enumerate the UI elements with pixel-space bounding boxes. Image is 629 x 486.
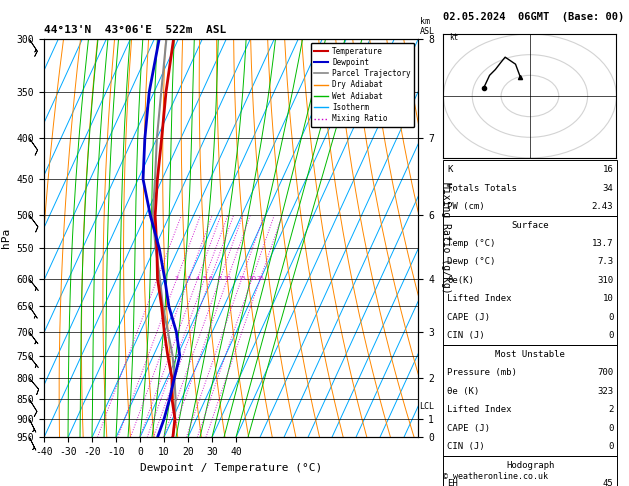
Y-axis label: Mixing Ratio (g/kg): Mixing Ratio (g/kg) [440,182,450,294]
Text: 0: 0 [608,331,613,340]
Text: Temp (°C): Temp (°C) [447,239,496,248]
Text: K: K [447,165,453,174]
Text: 02.05.2024  06GMT  (Base: 00): 02.05.2024 06GMT (Base: 00) [443,12,625,22]
Text: 13.7: 13.7 [592,239,613,248]
Text: 310: 310 [597,276,613,285]
Text: 700: 700 [597,368,613,377]
Text: 16: 16 [603,165,613,174]
Text: 44°13'N  43°06'E  522m  ASL: 44°13'N 43°06'E 522m ASL [44,25,226,35]
Text: 10: 10 [603,295,613,303]
Text: CAPE (J): CAPE (J) [447,313,490,322]
Text: 0: 0 [608,442,613,451]
Y-axis label: hPa: hPa [1,228,11,248]
Text: 0: 0 [608,424,613,433]
Text: CIN (J): CIN (J) [447,331,485,340]
Text: Totals Totals: Totals Totals [447,184,517,192]
Text: 20: 20 [248,276,256,281]
Text: 25: 25 [257,276,264,281]
Text: 7.3: 7.3 [597,258,613,266]
Text: kt: kt [449,33,459,42]
Text: LCL: LCL [419,402,434,412]
Text: 323: 323 [597,387,613,396]
Text: 45: 45 [603,479,613,486]
Text: Dewp (°C): Dewp (°C) [447,258,496,266]
Text: 0: 0 [608,313,613,322]
Text: 8: 8 [218,276,222,281]
Text: 3: 3 [187,276,191,281]
Text: EH: EH [447,479,458,486]
Text: 2: 2 [175,276,179,281]
Text: 6: 6 [209,276,213,281]
Text: 4: 4 [196,276,199,281]
Text: 5: 5 [203,276,207,281]
Text: θe(K): θe(K) [447,276,474,285]
Text: 34: 34 [603,184,613,192]
Text: θe (K): θe (K) [447,387,479,396]
Text: CAPE (J): CAPE (J) [447,424,490,433]
Text: Surface: Surface [511,221,549,229]
X-axis label: Dewpoint / Temperature (°C): Dewpoint / Temperature (°C) [140,463,322,473]
Text: 2: 2 [608,405,613,414]
Text: CIN (J): CIN (J) [447,442,485,451]
Text: Lifted Index: Lifted Index [447,295,512,303]
Text: 10: 10 [224,276,231,281]
Text: Most Unstable: Most Unstable [495,350,565,359]
Text: Hodograph: Hodograph [506,461,554,469]
Text: km
ASL: km ASL [420,17,435,36]
Text: 2.43: 2.43 [592,202,613,211]
Text: 1: 1 [155,276,159,281]
Text: 15: 15 [238,276,246,281]
Text: © weatheronline.co.uk: © weatheronline.co.uk [443,472,548,481]
Text: Lifted Index: Lifted Index [447,405,512,414]
Legend: Temperature, Dewpoint, Parcel Trajectory, Dry Adiabat, Wet Adiabat, Isotherm, Mi: Temperature, Dewpoint, Parcel Trajectory… [311,43,415,127]
Text: PW (cm): PW (cm) [447,202,485,211]
Text: Pressure (mb): Pressure (mb) [447,368,517,377]
